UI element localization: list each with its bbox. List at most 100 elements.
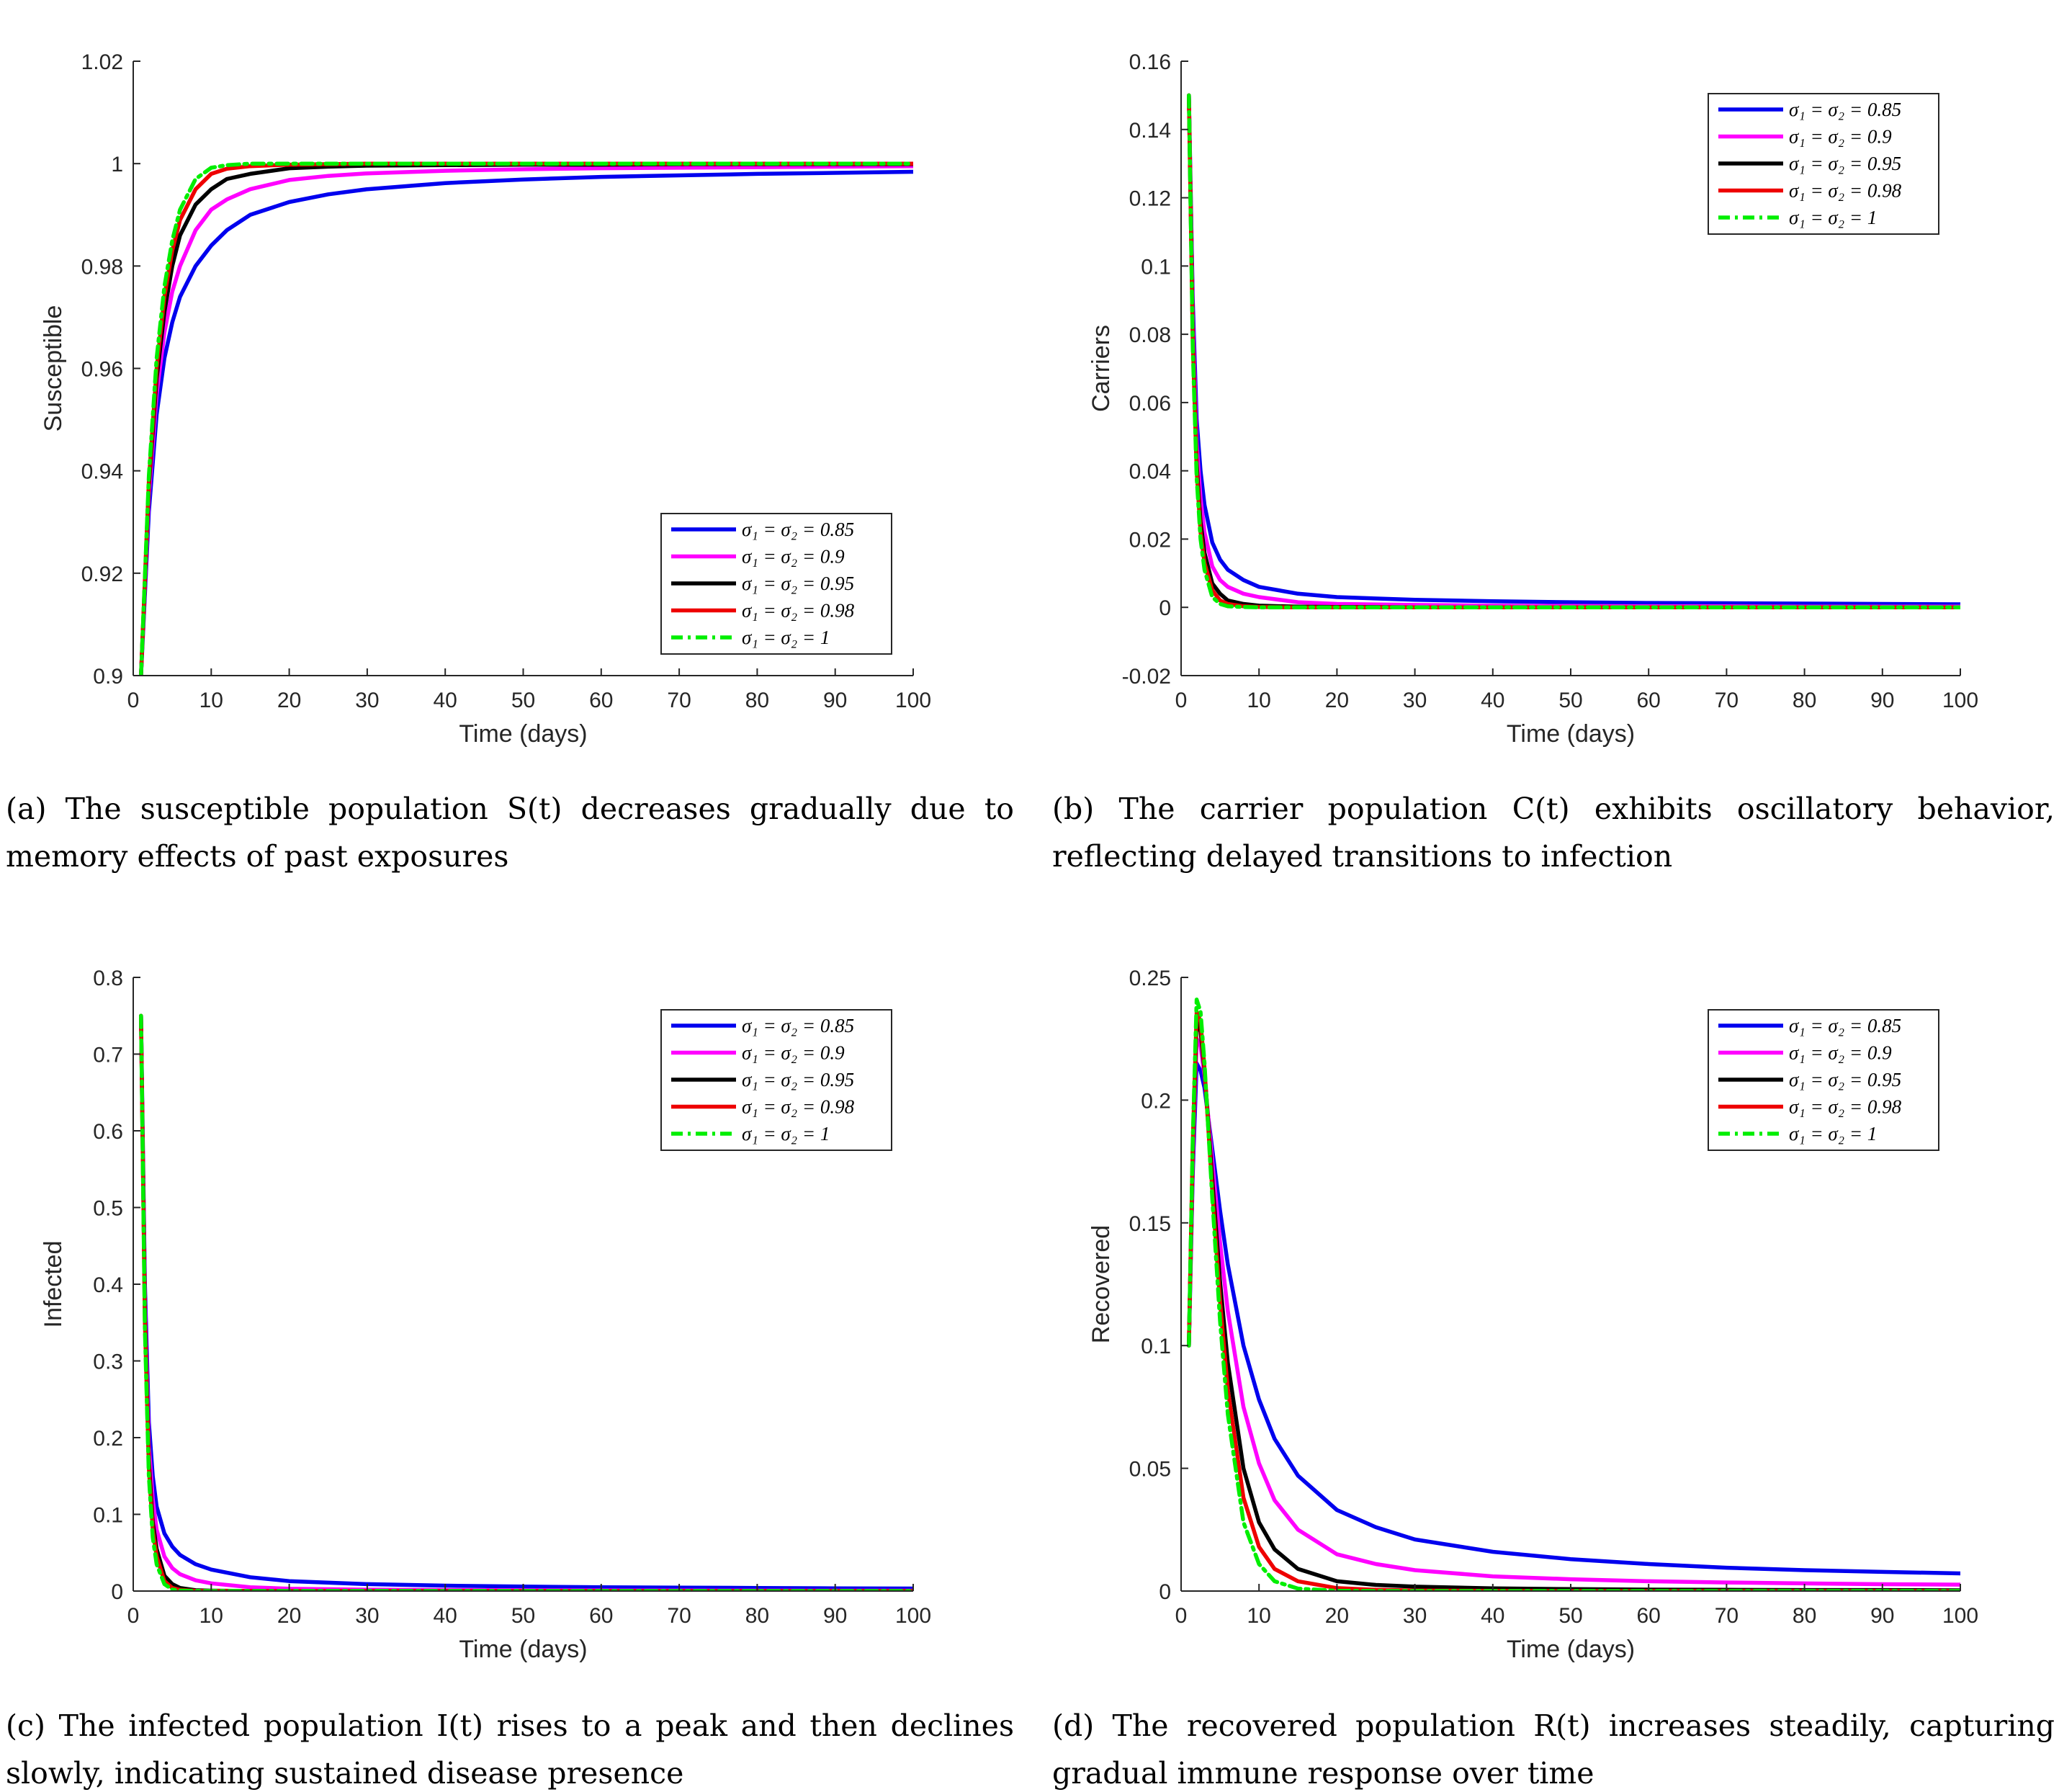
legend-label: σ₁ = σ₂ = 0.95 [742, 1069, 854, 1090]
y-tick-label: 0.15 [1129, 1212, 1171, 1236]
x-tick-label: 90 [823, 1604, 847, 1628]
y-tick-label: 0.05 [1129, 1458, 1171, 1482]
x-tick-label: 80 [1793, 689, 1816, 712]
x-tick-label: 70 [1715, 1604, 1739, 1628]
series-line-2 [139, 163, 913, 676]
x-tick-label: 10 [1247, 1604, 1271, 1628]
y-tick-label: 0.9 [93, 665, 123, 689]
legend-label: σ₁ = σ₂ = 1 [1789, 207, 1877, 228]
caption-d: (d) The recovered population R(t) increa… [1052, 1708, 2055, 1791]
x-axis-title: Time (days) [1507, 720, 1635, 748]
y-tick-label: 0 [1159, 1580, 1171, 1604]
legend-label: σ₁ = σ₂ = 0.85 [742, 1015, 854, 1036]
legend-label: σ₁ = σ₂ = 0.9 [1789, 126, 1892, 148]
x-tick-label: 60 [589, 689, 613, 712]
panel-b-carriers-chart: 0 10 20 30 40 50 60 70 80 90 100-0.0200.020.040.06… [1087, 50, 1978, 748]
x-tick-label: 100 [895, 689, 931, 712]
y-axis-title: Susceptible [40, 305, 67, 432]
x-tick-label: 50 [511, 1604, 535, 1628]
x-tick-label: 20 [1325, 689, 1349, 712]
legend: σ₁ = σ₂ = 0.85 σ₁ = σ₂ = 0.9 σ₁ = σ₂ = 0.9… [1708, 1009, 1939, 1151]
y-tick-label: 0.1 [93, 1504, 123, 1528]
series-line-5 [139, 1013, 913, 1591]
x-tick-label: 70 [667, 1604, 691, 1628]
x-tick-label: 70 [667, 689, 691, 712]
legend-label: σ₁ = σ₂ = 0.9 [1789, 1042, 1892, 1064]
y-tick-label: 0.1 [1141, 255, 1171, 279]
legend-label: σ₁ = σ₂ = 0.98 [1789, 1096, 1902, 1118]
x-tick-label: 60 [589, 1604, 613, 1628]
x-tick-label: 50 [1558, 1604, 1582, 1628]
x-tick-label: 60 [1637, 1604, 1661, 1628]
series-line-5 [1187, 997, 1960, 1591]
x-tick-label: 50 [511, 689, 535, 712]
y-tick-label: 0 [111, 1580, 123, 1604]
legend-label: σ₁ = σ₂ = 0.98 [742, 600, 855, 622]
y-tick-label: 0.96 [81, 358, 123, 382]
legend-label: σ₁ = σ₂ = 0.95 [1789, 1069, 1901, 1090]
x-tick-label: 10 [199, 1604, 223, 1628]
y-tick-label: 0.92 [81, 563, 123, 586]
x-tick-label: 90 [823, 689, 847, 712]
x-axis-title: Time (days) [459, 1636, 587, 1663]
x-tick-label: 30 [1403, 1604, 1427, 1628]
x-tick-label: 50 [1558, 689, 1582, 712]
series-line-1 [1187, 93, 1960, 606]
series-group [1187, 997, 1960, 1591]
x-axis-title: Time (days) [459, 720, 587, 748]
series-line-1 [139, 169, 913, 676]
legend-label: σ₁ = σ₂ = 0.85 [742, 519, 854, 540]
y-tick-label: 0.16 [1129, 50, 1171, 74]
legend-label: σ₁ = σ₂ = 0.85 [1789, 1015, 1901, 1036]
y-tick-label: 0.6 [93, 1120, 123, 1144]
series-group [1187, 93, 1960, 609]
panel-a-susceptible-chart: 0 10 20 30 40 50 60 70 80 90 100 0.9 0.92 0.94 0.96 0.9… [40, 50, 931, 748]
x-tick-label: 80 [745, 1604, 769, 1628]
y-tick-label: 0.8 [93, 967, 123, 990]
x-tick-label: 90 [1870, 689, 1894, 712]
y-tick-label: 0.5 [93, 1197, 123, 1221]
x-tick-label: 30 [355, 1604, 379, 1628]
panel-c-infected-chart: 0 10 20 30 40 50 60 70 80 90 100 0 0.1 0.2 0.3 0.4 0.5 0.… [40, 967, 931, 1663]
x-tick-label: 100 [895, 1604, 931, 1628]
x-tick-label: 40 [1481, 1604, 1504, 1628]
y-tick-label: 0.06 [1129, 392, 1171, 416]
series-line-1 [1187, 1061, 1960, 1576]
x-tick-label: 30 [1403, 689, 1427, 712]
x-tick-label: 100 [1942, 689, 1978, 712]
y-tick-label: 1 [111, 153, 123, 176]
legend-label: σ₁ = σ₂ = 0.85 [1789, 99, 1901, 120]
legend: σ₁ = σ₂ = 0.85 σ₁ = σ₂ = 0.9 σ₁ = σ₂ = 0.9… [1708, 93, 1939, 235]
x-tick-label: 10 [1247, 689, 1271, 712]
series-group [139, 161, 913, 676]
x-tick-label: 100 [1942, 1604, 1978, 1628]
y-axis-title: Recovered [1087, 1225, 1115, 1343]
x-tick-label: 40 [434, 1604, 457, 1628]
x-tick-label: 0 [1175, 1604, 1188, 1628]
y-tick-label: 0.2 [1141, 1089, 1171, 1113]
y-tick-label: 1.02 [81, 50, 123, 74]
legend: σ₁ = σ₂ = 0.85 σ₁ = σ₂ = 0.9 σ₁ = σ₂ = 0.9… [660, 513, 892, 655]
legend-label: σ₁ = σ₂ = 0.98 [1789, 180, 1902, 202]
y-tick-label: 0 [1159, 596, 1171, 620]
y-tick-label: 0.25 [1129, 967, 1171, 990]
caption-c: (c) The infected population I(t) rises t… [6, 1708, 1014, 1791]
y-tick-label: 0.04 [1129, 460, 1171, 484]
legend-label: σ₁ = σ₂ = 0.9 [742, 546, 845, 568]
legend-label: σ₁ = σ₂ = 0.98 [742, 1096, 855, 1118]
legend: σ₁ = σ₂ = 0.85 σ₁ = σ₂ = 0.9 σ₁ = σ₂ = 0.9… [660, 1009, 892, 1151]
x-tick-label: 20 [277, 1604, 301, 1628]
panel-d-recovered-chart: 0 10 20 30 40 50 60 70 80 90 100 0 0.05 0.1 0.15 0.2 0.2… [1087, 967, 1978, 1663]
x-tick-label: 60 [1637, 689, 1661, 712]
legend-label: σ₁ = σ₂ = 1 [742, 1123, 830, 1144]
y-tick-label: 0.94 [81, 460, 123, 484]
y-axis-title: Infected [40, 1241, 67, 1328]
legend-label: σ₁ = σ₂ = 0.9 [742, 1042, 845, 1064]
y-tick-label: 0.14 [1129, 119, 1171, 143]
x-axis-title: Time (days) [1507, 1636, 1635, 1663]
y-tick-label: 0.4 [93, 1273, 123, 1297]
x-tick-label: 40 [1481, 689, 1504, 712]
y-tick-label: 0.02 [1129, 528, 1171, 552]
